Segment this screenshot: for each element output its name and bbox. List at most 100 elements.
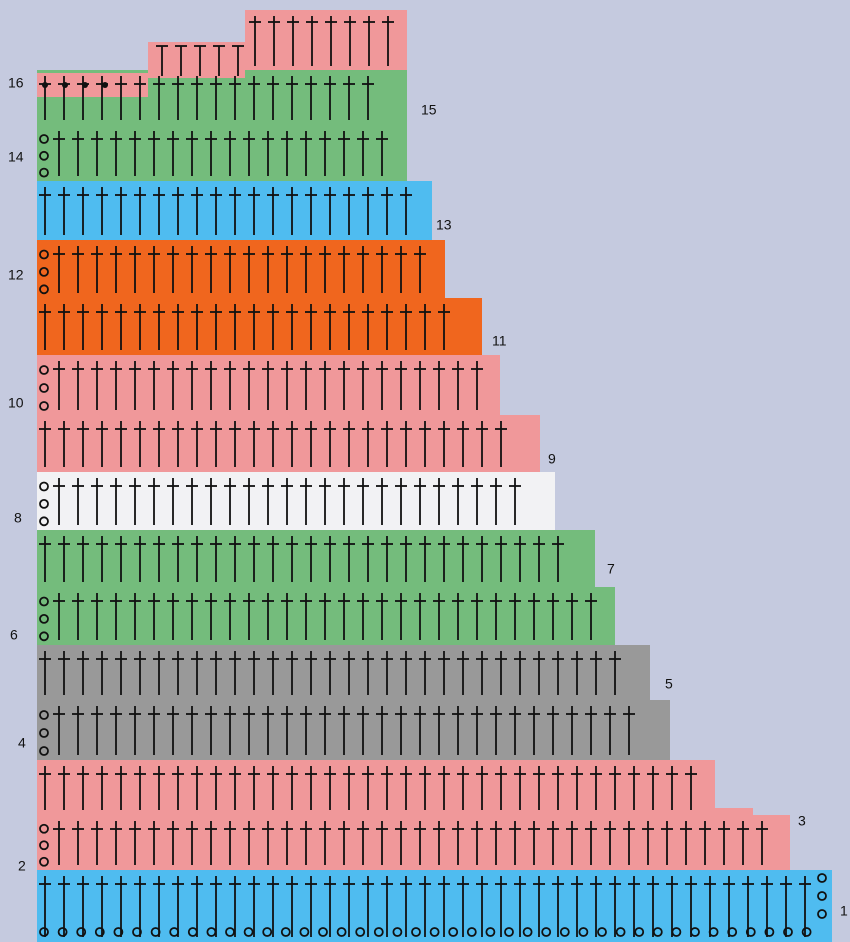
chain-stitch [39,823,49,834]
chain-stitch [708,927,719,937]
chain-stitch [764,927,775,937]
row-band [37,530,595,587]
chain-stitch [578,927,589,937]
chain-stitch [39,516,49,527]
chain-stitch [39,134,49,144]
chain-stitch [39,856,49,867]
chain-stitch [39,631,49,642]
chain-stitch [132,927,142,937]
chain-stitch [671,927,682,937]
chain-stitch [280,927,291,937]
chain-stitch [39,266,49,277]
row-band [672,760,715,815]
chain-stitch [243,927,254,937]
row-band [37,298,482,355]
row-band [37,240,445,298]
chain-stitch [411,927,421,937]
row-band [37,815,790,870]
chain-stitch [39,927,49,937]
row-band [37,472,555,530]
chain-stitch [448,927,459,937]
chain-stitch [39,746,49,756]
chain-stitch [783,927,793,937]
chain-stitch [39,167,49,178]
chain-stitch [39,481,49,492]
chain-stitch [76,927,87,937]
chain-stitch [299,927,310,937]
chain-stitch [262,927,273,937]
chain-stitch [150,927,161,937]
chain-stitch [392,927,403,937]
chain-stitch [559,927,570,937]
chain-stitch [94,927,105,937]
slip-stitch [82,82,88,88]
row-band [37,415,540,472]
chain-stitch [39,728,49,738]
chain-stitch [504,927,514,937]
chain-stitch [522,927,533,937]
chain-stitch [169,927,180,937]
chain-stitch [39,498,49,509]
chain-stitch [727,927,738,937]
row-band [148,42,245,78]
chain-stitch [39,596,49,607]
row-band [37,760,715,815]
chain-stitch [318,927,328,937]
row-band [37,700,670,760]
chain-stitch [39,710,49,720]
chain-stitch [373,927,384,937]
slip-stitch [42,82,48,88]
chain-stitch [39,840,49,851]
chain-stitch [541,927,552,937]
chain-stitch [39,284,49,295]
row-number: 12 [8,267,24,283]
chain-stitch [355,927,366,937]
chain-stitch [745,927,756,937]
chain-stitch [57,927,68,937]
chain-stitch [690,927,700,937]
chain-stitch [485,927,496,937]
chain-stitch [39,150,49,161]
chain-stitch [817,873,827,883]
chain-stitch [39,614,49,624]
row-number: 14 [8,149,24,165]
chain-stitch [634,927,645,937]
chain-stitch [206,927,217,937]
chain-stitch [39,249,49,260]
row-band [37,587,615,645]
chain-stitch [817,891,827,901]
row-number: 8 [14,510,22,526]
chain-stitch [225,927,235,937]
slip-stitch [62,82,68,88]
row-band [37,73,148,97]
chain-stitch [429,927,440,937]
row-number: 10 [8,395,24,411]
slip-stitch [102,82,108,88]
row-number: 4 [18,735,26,751]
row-number: 11 [492,333,507,349]
row-band [37,125,407,181]
row-number: 5 [665,676,673,692]
chain-stitch [652,927,663,937]
chain-stitch [39,365,49,375]
chain-stitch [615,927,626,937]
row-band [245,10,407,70]
row-number: 9 [548,451,556,467]
row-number: 6 [10,627,18,643]
chain-stitch [187,927,198,937]
row-number: 1 [840,903,848,919]
row-number: 15 [421,102,437,118]
row-number: 16 [8,75,24,91]
chain-stitch [39,401,49,411]
chain-stitch [597,927,607,937]
row-band [37,870,832,942]
chain-stitch [113,927,124,937]
row-number: 13 [436,217,452,233]
row-number: 7 [607,561,615,577]
row-number: 2 [18,858,26,874]
chain-stitch [817,909,827,919]
stitches [39,16,827,937]
row-band [715,808,753,870]
chain-stitch [39,383,49,393]
